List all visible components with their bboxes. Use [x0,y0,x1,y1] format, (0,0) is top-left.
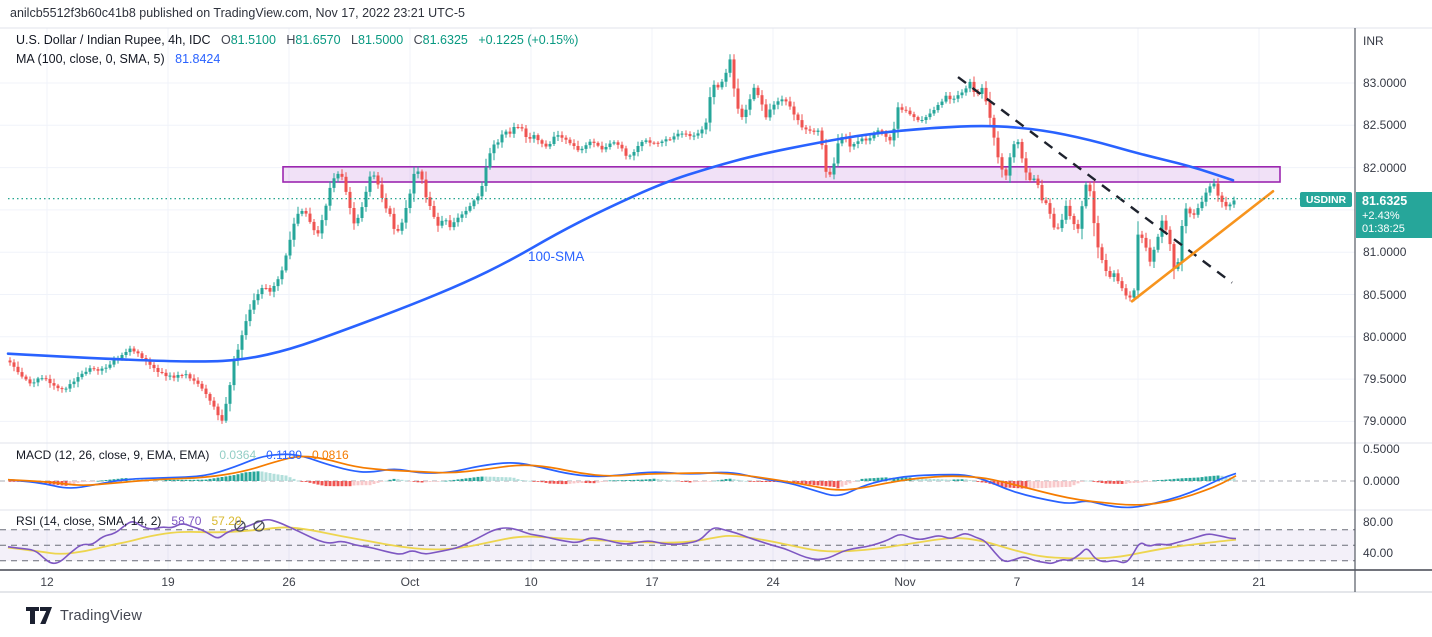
time-axis-label[interactable]: Oct [400,575,420,589]
time-axis-label[interactable]: 26 [282,575,296,589]
last-price: 81.6325 [1362,194,1408,208]
price-axis-label: 82.0000 [1363,160,1407,175]
tradingview-brand-text: TradingView [60,607,142,624]
high-value: 81.6570 [295,33,341,47]
macd-line-value: 0.1180 [266,448,302,462]
descending-dashed-trendline [957,76,1233,284]
close-label: C [413,33,423,47]
macd-axis-label: 0.5000 [1363,443,1400,456]
macd-legend-label: MACD (12, 26, close, 9, EMA, EMA) [16,448,210,462]
ascending-orange-trendline [1130,190,1275,303]
last-price-change: +2.43% [1362,209,1400,222]
time-axis[interactable]: 12 19 26 Oct 10 17 24 Nov 7 14 21 [0,575,1355,592]
time-axis-label[interactable]: 19 [161,575,175,589]
low-label: L [351,33,358,47]
rsi-value: 58.70 [171,514,202,528]
symbol-legend[interactable]: U.S. Dollar / Indian Rupee, 4h, IDC O81.… [16,33,578,47]
price-axis-label: 83.0000 [1363,76,1407,90]
price-axis-label: 80.0000 [1363,329,1407,344]
close-value: 81.6325 [422,33,468,47]
open-label: O [221,33,231,47]
price-axis-label: 80.5000 [1363,287,1407,302]
rsi-axis-label: 80.00 [1363,515,1394,529]
macd-axis-label: 0.0000 [1363,474,1400,488]
macd-pane [0,453,1355,509]
gridlines [0,28,1355,570]
ma-legend-label: MA (100, close, 0, SMA, 5) [16,52,165,66]
rsi-sma-value: 57.20 [211,514,242,528]
published-header: anilcb5512f3b60c41b8 published on Tradin… [10,6,465,20]
time-axis-label[interactable]: 10 [524,575,538,589]
rsi-pane [0,518,1355,565]
open-value: 81.5100 [230,33,276,47]
rsi-axis[interactable]: 80.00 40.00 [1356,510,1432,570]
macd-signal-value: 0.0816 [312,448,349,462]
ma-legend[interactable]: MA (100, close, 0, SMA, 5) 81.8424 [16,52,220,66]
tradingview-logo-icon [26,607,52,624]
price-axis[interactable]: INR 83.0000 82.5000 82.0000 81.0000 80.5000 8… [1356,28,1432,592]
macd-legend[interactable]: MACD (12, 26, close, 9, EMA, EMA) 0.0364… [16,448,349,462]
time-axis-label[interactable]: Nov [894,575,916,589]
sma-100-line [6,124,1235,363]
countdown-timer: 01:38:25 [1362,223,1405,236]
sma-annotation: 100-SMA [528,249,585,264]
last-price-badge: 81.6325 +2.43% 01:38:25 [1356,192,1432,238]
time-axis-label[interactable]: 7 [1013,575,1021,589]
resistance-band [282,166,1281,183]
price-axis-label: 82.5000 [1363,118,1407,133]
pane-borders [0,27,1432,593]
price-axis-currency: INR [1363,34,1384,48]
candlestick-series [8,54,1236,424]
macd-axis[interactable]: 0.5000 0.0000 [1356,443,1432,510]
low-value: 81.5000 [358,33,404,47]
time-axis-label[interactable]: 12 [40,575,54,589]
rsi-axis-label: 40.00 [1363,546,1394,560]
change-value: +0.1225 (+0.15%) [478,33,579,47]
time-axis-label[interactable]: 17 [645,575,659,589]
time-axis-label[interactable]: 24 [766,575,780,589]
rsi-legend-label: RSI (14, close, SMA, 14, 2) [16,514,162,528]
rsi-legend[interactable]: RSI (14, close, SMA, 14, 2) 58.70 57.20 [16,514,242,528]
price-line-symbol-tag: USDINR [1300,192,1352,207]
ma-legend-value: 81.8424 [175,52,221,66]
high-label: H [286,33,296,47]
time-axis-label[interactable]: 14 [1131,575,1145,589]
macd-hist-value: 0.0364 [219,448,257,462]
price-axis-label: 81.0000 [1363,245,1407,260]
footer: TradingView [26,606,142,625]
price-axis-label: 79.5000 [1363,372,1407,387]
symbol-title[interactable]: U.S. Dollar / Indian Rupee, 4h, IDC [16,33,211,47]
price-axis-label: 79.0000 [1363,414,1407,429]
time-axis-label[interactable]: 21 [1252,575,1266,589]
